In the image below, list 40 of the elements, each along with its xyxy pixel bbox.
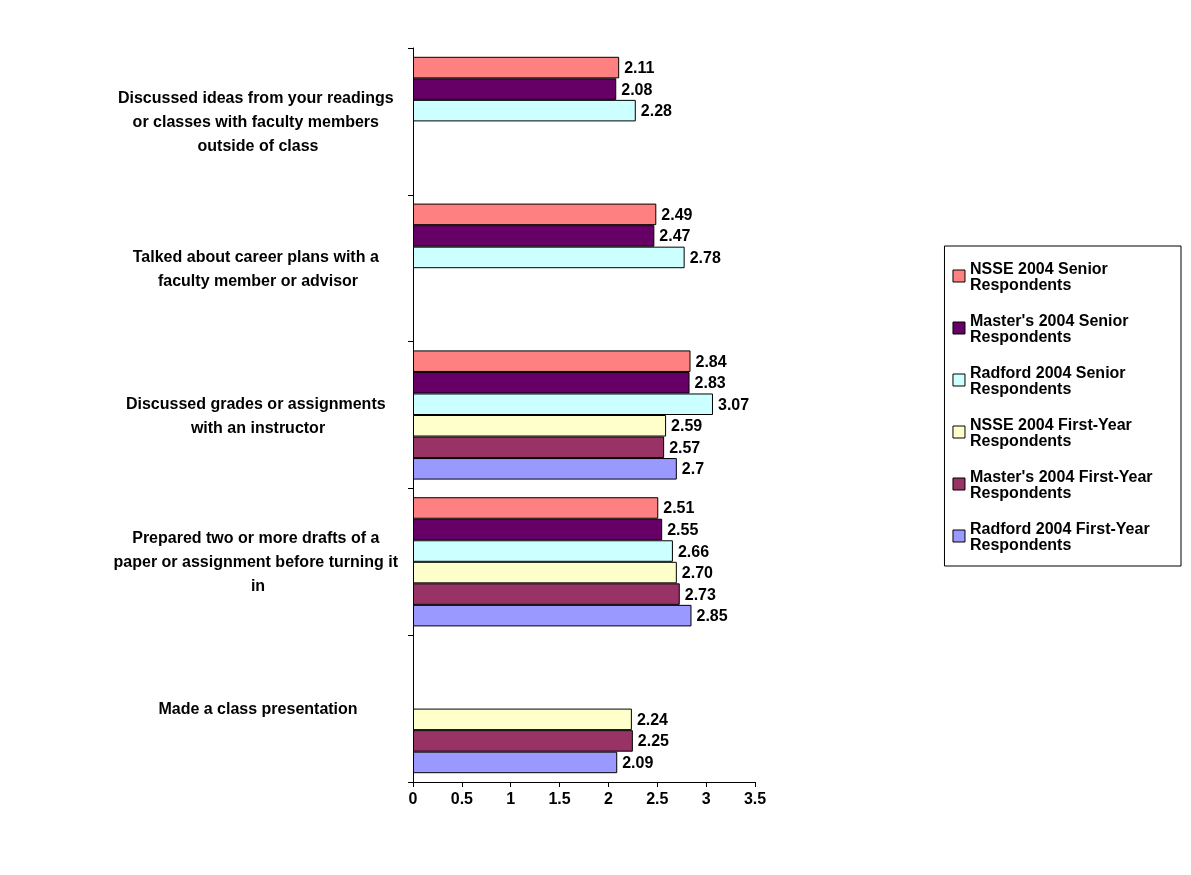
x-tick-label: 3	[701, 789, 711, 807]
data-label: 2.25	[637, 732, 670, 750]
x-tick-label: 0	[408, 789, 418, 807]
data-label: 2.84	[695, 352, 727, 370]
data-label: 2.47	[659, 227, 691, 245]
y-tick-label: Prepared two or more drafts of a paper or assignment before turning it in	[113, 529, 403, 595]
data-label: 2.85	[696, 607, 728, 625]
data-label: 3.07	[717, 395, 750, 413]
data-label: 2.24	[636, 710, 669, 728]
data-label: 2.78	[689, 248, 721, 266]
y-tick-label: Discussed grades or assignments with an instructor	[125, 394, 391, 436]
legend-label: Radford 2004 Senior Respondents	[969, 363, 1131, 397]
legend-label: Master's 2004 Senior Respondents	[969, 311, 1133, 345]
x-tick-label: 0.5	[450, 789, 474, 807]
x-tick-label: 2.5	[646, 789, 669, 807]
data-label: 2.55	[667, 521, 699, 538]
legend-label: NSSE 2004 Senior Respondents	[969, 259, 1113, 293]
x-tick-label: 1	[506, 789, 516, 807]
data-label: 2.7	[681, 460, 705, 478]
y-tick-label: Talked about career plans with a faculty member or advisor	[132, 247, 384, 289]
x-tick-label: 2	[603, 789, 613, 807]
legend-label: Master's 2004 First-Year Respondents	[969, 467, 1158, 501]
data-label: 2.28	[640, 102, 673, 120]
x-tick-label: 3.5	[743, 789, 767, 807]
data-label: 2.59	[671, 417, 703, 435]
data-label: 2.49	[661, 205, 693, 223]
data-label: 2.66	[677, 542, 710, 560]
y-tick-label: Made a class presentation	[158, 700, 358, 718]
data-label: 2.08	[621, 80, 653, 98]
data-label: 2.73	[684, 585, 716, 603]
y-tick-label: Discussed ideas from your readings or classes with faculty members outside of class	[117, 88, 399, 154]
data-label: 2.70	[681, 564, 714, 582]
data-label: 2.11	[624, 59, 655, 77]
x-tick-label: 1.5	[548, 789, 571, 807]
legend-label: NSSE 2004 First-Year Respondents	[969, 415, 1137, 449]
legend-label: Radford 2004 First-Year Respondents	[969, 519, 1155, 553]
data-label: 2.57	[669, 438, 701, 456]
data-label: 2.09	[622, 753, 654, 771]
data-label: 2.51	[663, 499, 695, 517]
data-label: 2.83	[694, 374, 726, 392]
